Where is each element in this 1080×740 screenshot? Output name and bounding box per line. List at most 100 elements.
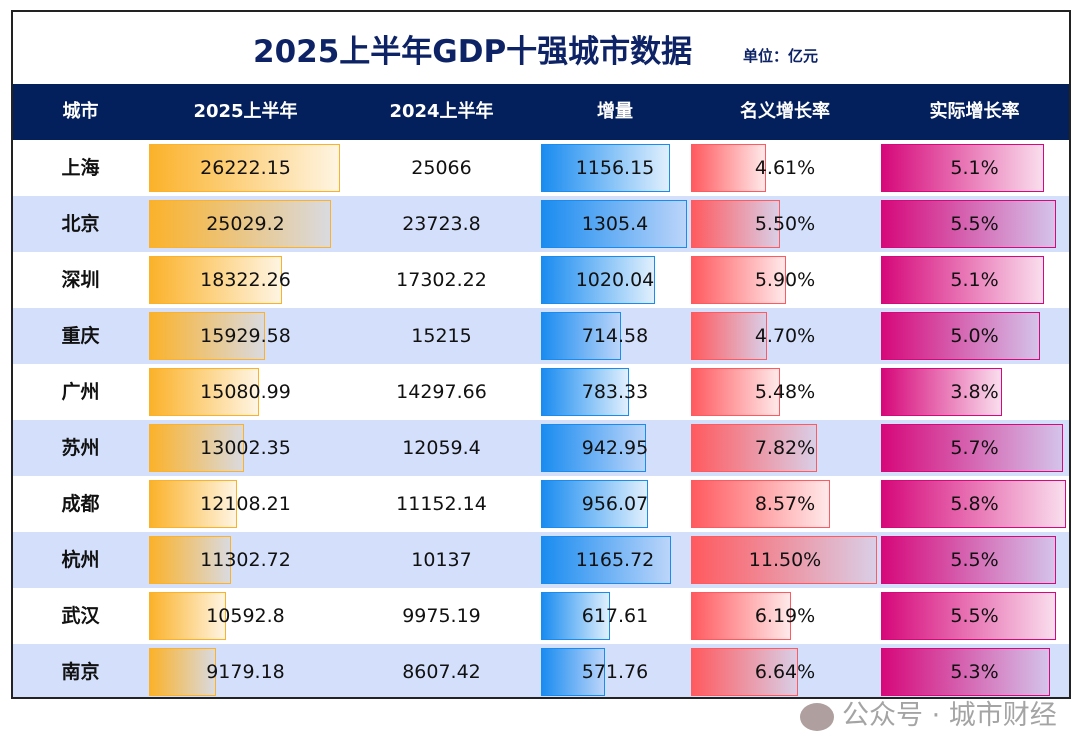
data-bar-gdp2025: [149, 368, 259, 416]
value-increase: 571.76: [581, 661, 649, 683]
cell-gdp2024: 12059.4: [343, 420, 540, 476]
table-row: 成都 12108.21 11152.14 956.07 8.57% 5.8%: [13, 476, 1069, 532]
cell-gdp2024: 10137: [343, 532, 540, 588]
cell-real: 5.0%: [880, 308, 1069, 364]
data-bar-nominal: [691, 312, 768, 360]
cell-city: 武汉: [13, 588, 148, 644]
cell-city: 重庆: [13, 308, 148, 364]
cell-city: 广州: [13, 364, 148, 420]
data-bar-nominal: [691, 592, 792, 640]
data-bar-real: [881, 592, 1057, 640]
cell-gdp2025: 9179.18: [148, 644, 343, 697]
cell-gdp2025: 15929.58: [148, 308, 343, 364]
data-bar-nominal: [691, 144, 766, 192]
cell-nominal: 5.50%: [690, 196, 880, 252]
cell-real: 5.1%: [880, 252, 1069, 308]
column-header-gdp2024: 2024上半年: [389, 101, 494, 122]
column-header-city: 城市: [62, 101, 99, 122]
cell-real: 5.7%: [880, 420, 1069, 476]
cell-increase: 1305.4: [540, 196, 690, 252]
unit-label: 单位：亿元: [743, 47, 819, 65]
value-gdp2024: 12059.4: [402, 437, 481, 459]
cell-nominal: 7.82%: [690, 420, 880, 476]
table-row: 武汉 10592.8 9975.19 617.61 6.19% 5.5%: [13, 588, 1069, 644]
data-bar-increase: [541, 256, 656, 304]
cell-gdp2024: 9975.19: [343, 588, 540, 644]
value-real: 5.5%: [950, 213, 999, 235]
cell-nominal: 8.57%: [690, 476, 880, 532]
value-increase: 1156.15: [575, 157, 655, 179]
watermark-text: 公众号 · 城市财经: [842, 700, 1057, 731]
data-bar-real: [881, 424, 1063, 472]
value-gdp2024: 10137: [411, 549, 472, 571]
value-real: 5.5%: [950, 549, 999, 571]
column-header-nominal: 名义增长率: [740, 101, 830, 122]
data-bar-gdp2025: [149, 592, 227, 640]
cell-real: 5.5%: [880, 532, 1069, 588]
data-bar-increase: [541, 312, 621, 360]
cell-gdp2024: 11152.14: [343, 476, 540, 532]
data-bar-increase: [541, 648, 605, 696]
cell-gdp2024: 14297.66: [343, 364, 540, 420]
value-gdp2025: 10592.8: [206, 605, 285, 627]
data-bar-nominal: [691, 480, 830, 528]
cell-increase: 942.95: [540, 420, 690, 476]
column-header-increase: 增量: [597, 101, 633, 122]
cell-gdp2024: 23723.8: [343, 196, 540, 252]
cell-gdp2025: 15080.99: [148, 364, 343, 420]
city-name: 重庆: [61, 325, 100, 347]
data-bar-gdp2025: [149, 536, 232, 584]
table-row: 深圳 18322.26 17302.22 1020.04 5.90% 5.1%: [13, 252, 1069, 308]
value-nominal: 11.50%: [748, 549, 822, 571]
value-real: 5.1%: [950, 157, 999, 179]
data-bar-nominal: [691, 536, 877, 584]
table-row: 重庆 15929.58 15215 714.58 4.70% 5.0%: [13, 308, 1069, 364]
value-gdp2024: 25066: [411, 157, 472, 179]
value-gdp2024: 15215: [411, 325, 472, 347]
column-header-gdp2025: 2025上半年: [193, 101, 298, 122]
cell-real: 5.1%: [880, 140, 1069, 196]
cell-city: 深圳: [13, 252, 148, 308]
value-gdp2024: 17302.22: [396, 269, 487, 291]
cell-increase: 571.76: [540, 644, 690, 697]
cell-nominal: 6.19%: [690, 588, 880, 644]
data-bar-increase: [541, 424, 647, 472]
cell-gdp2024: 15215: [343, 308, 540, 364]
data-bar-gdp2025: [149, 480, 238, 528]
value-nominal: 6.64%: [754, 661, 816, 683]
data-bar-real: [881, 256, 1044, 304]
cell-city: 苏州: [13, 420, 148, 476]
value-nominal: 7.82%: [754, 437, 816, 459]
cell-city: 南京: [13, 644, 148, 697]
data-bar-nominal: [691, 256, 787, 304]
cell-increase: 714.58: [540, 308, 690, 364]
data-bar-nominal: [691, 648, 799, 696]
data-bar-nominal: [691, 424, 818, 472]
city-name: 深圳: [61, 269, 100, 291]
value-increase: 956.07: [581, 493, 649, 515]
city-name: 成都: [61, 493, 100, 515]
cell-real: 5.8%: [880, 476, 1069, 532]
data-bar-gdp2025: [149, 648, 216, 696]
cell-nominal: 4.70%: [690, 308, 880, 364]
table-row: 上海 26222.15 25066 1156.15 4.61% 5.1%: [13, 140, 1069, 196]
table-row: 南京 9179.18 8607.42 571.76 6.64% 5.3%: [13, 644, 1069, 697]
value-gdp2024: 9975.19: [402, 605, 481, 627]
city-name: 广州: [61, 381, 100, 403]
cell-nominal: 5.48%: [690, 364, 880, 420]
data-bar-increase: [541, 480, 648, 528]
value-real: 5.3%: [950, 661, 999, 683]
cell-increase: 1165.72: [540, 532, 690, 588]
value-nominal: 4.70%: [754, 325, 816, 347]
cell-nominal: 5.90%: [690, 252, 880, 308]
cell-increase: 1156.15: [540, 140, 690, 196]
data-bar-real: [881, 480, 1066, 528]
cell-city: 北京: [13, 196, 148, 252]
value-nominal: 8.57%: [754, 493, 816, 515]
value-real: 5.5%: [950, 605, 999, 627]
data-bar-real: [881, 312, 1041, 360]
value-gdp2024: 11152.14: [396, 493, 487, 515]
cell-gdp2025: 11302.72: [148, 532, 343, 588]
cell-gdp2025: 18322.26: [148, 252, 343, 308]
cell-gdp2025: 13002.35: [148, 420, 343, 476]
